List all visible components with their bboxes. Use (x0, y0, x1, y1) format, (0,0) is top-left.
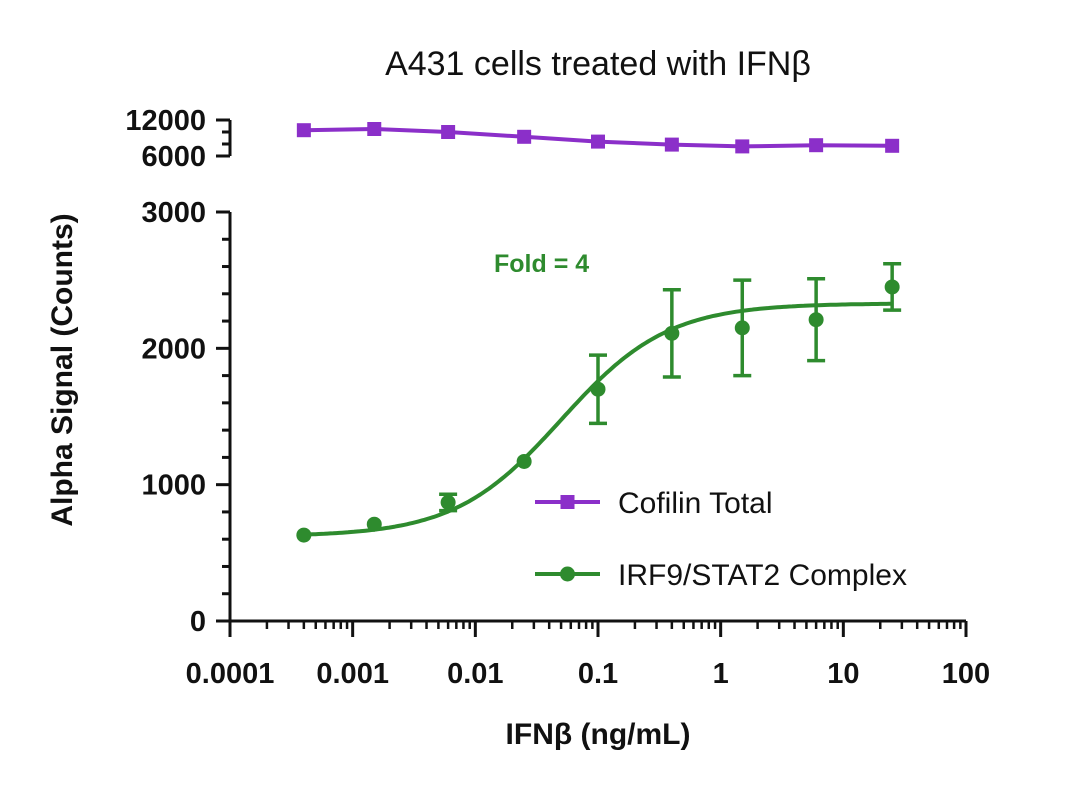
y-tick-label: 2000 (141, 333, 206, 365)
y-tick-label: 3000 (141, 197, 206, 229)
irf9-stat2-point (590, 381, 606, 397)
y-tick-label: 1000 (141, 470, 206, 502)
fold-annotation: Fold = 4 (494, 250, 589, 278)
irf9-stat2-point (734, 320, 750, 336)
cofilin-total-point (885, 138, 900, 153)
legend-irf9-marker (560, 566, 575, 582)
x-axis-label: IFNβ (ng/mL) (506, 718, 691, 751)
legend-cofilin-label: Cofilin Total (618, 487, 773, 520)
cofilin-total-point (664, 137, 679, 152)
series-cofilin-total (296, 122, 900, 154)
series-irf9-stat2-complex (296, 262, 902, 543)
legend-cofilin-marker (560, 495, 575, 509)
x-tick-label: 100 (942, 658, 990, 690)
irf9-stat2-point (808, 312, 824, 328)
legend: Cofilin Total IRF9/STAT2 Complex (535, 487, 907, 592)
irf9-stat2-point (516, 453, 532, 469)
y-tick-label: 0 (190, 606, 206, 638)
y-axis-label: Alpha Signal (Counts) (46, 213, 79, 526)
cofilin-total-point (517, 129, 532, 144)
y-tick-label: 12000 (125, 105, 206, 137)
x-tick-label: 0.01 (447, 658, 503, 690)
x-tick-label: 0.1 (578, 658, 618, 690)
irf9-stat2-point (884, 279, 900, 295)
y-axis-lower: 0 1000 2000 3000 (141, 197, 232, 638)
cofilin-total-point (441, 125, 456, 139)
irf9-stat2-point (440, 494, 456, 510)
x-tick-label: 10 (827, 658, 859, 690)
cofilin-total-point (367, 122, 382, 136)
y-axis-upper: 6000 12000 (125, 105, 232, 173)
cofilin-total-point (591, 134, 605, 149)
x-tick-label: 0.0001 (186, 658, 275, 690)
x-axis: 0.0001 0.001 0.01 0.1 1 10 100 (186, 619, 990, 690)
cofilin-total-point (735, 139, 750, 154)
cofilin-total-point (296, 123, 311, 138)
irf9-stat2-point (664, 325, 680, 341)
chart-title: A431 cells treated with IFNβ (385, 45, 811, 83)
irf9-stat2-point (366, 516, 382, 532)
y-tick-label: 6000 (141, 141, 206, 173)
x-tick-label: 0.001 (316, 658, 389, 690)
plot-area (296, 122, 902, 543)
irf9-stat2-point (296, 527, 312, 543)
x-tick-label: 1 (713, 658, 729, 690)
cofilin-total-point (809, 138, 824, 153)
legend-irf9-label: IRF9/STAT2 Complex (618, 559, 907, 592)
